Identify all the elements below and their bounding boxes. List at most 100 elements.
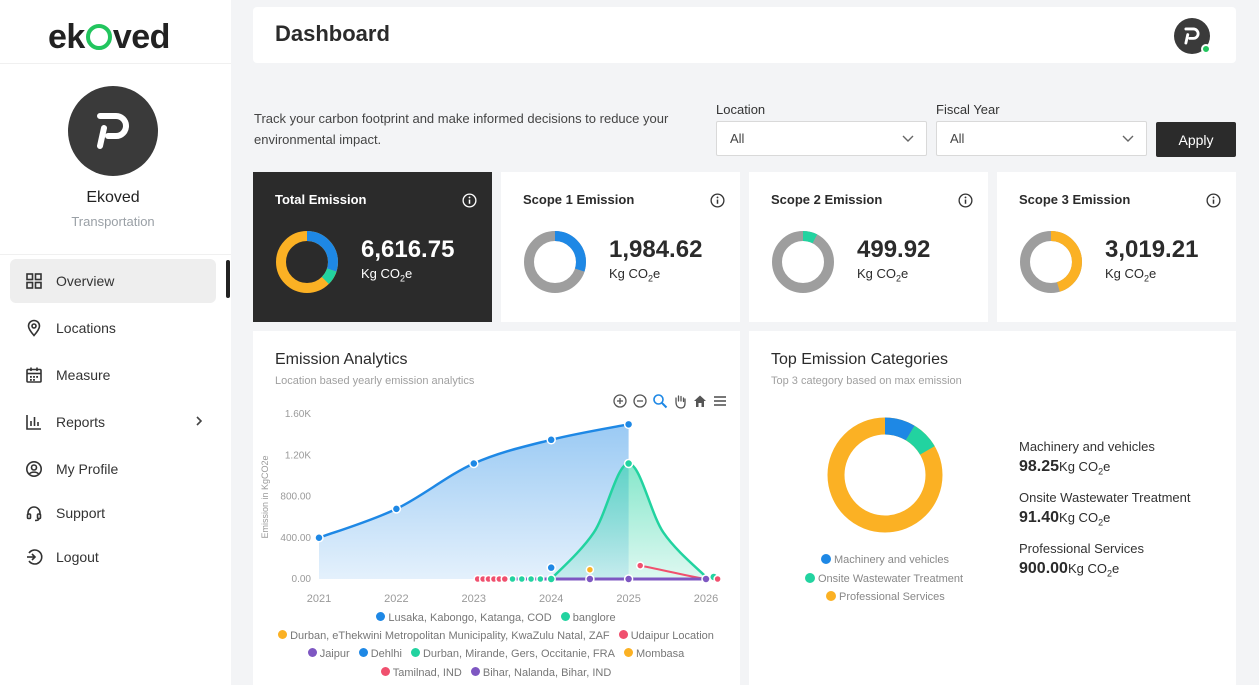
y-tick-label: 0.00 <box>292 574 312 585</box>
kpi-value: 499.92 <box>857 236 931 263</box>
zoom-select-icon[interactable] <box>652 393 668 409</box>
chevron-down-icon <box>902 135 914 142</box>
info-icon[interactable] <box>1206 193 1221 208</box>
info-icon[interactable] <box>462 193 477 208</box>
user-name: Ekoved <box>86 189 140 206</box>
grid-icon <box>26 273 42 289</box>
legend-item[interactable]: Mombasa <box>624 648 684 660</box>
legend-item[interactable]: Lusaka, Kabongo, Katanga, COD <box>376 612 552 624</box>
ekoved-logo[interactable]: ek ved <box>48 18 170 57</box>
data-point-udaipur <box>635 561 645 570</box>
sidebar-item-reports[interactable]: Reports <box>10 400 216 444</box>
data-point-jaipur <box>623 574 634 584</box>
data-point-lusaka <box>391 504 402 514</box>
card-subtitle: Top 3 category based on max emission <box>771 375 962 387</box>
logo-text-right: ved <box>112 18 171 56</box>
headset-icon <box>26 506 42 522</box>
kpi-card-total: Total Emission 6,616.75 Kg CO2e <box>253 172 492 322</box>
x-tick-label: 2022 <box>384 593 408 605</box>
series-area-banglore <box>551 463 706 579</box>
category-legend-item[interactable]: Machinery and vehicles <box>821 554 949 566</box>
logo-text-left: ek <box>48 18 85 56</box>
kpi-card-scope-2: Scope 2 Emission 499.92 Kg CO2e <box>749 172 988 322</box>
y-tick-label: 1.20K <box>285 450 311 461</box>
category-value: 91.40Kg CO2e <box>1019 509 1111 528</box>
sidebar-item-locations[interactable]: Locations <box>10 306 216 350</box>
sidebar-item-measure[interactable]: Measure <box>10 353 216 397</box>
menu-icon[interactable] <box>712 393 728 409</box>
logo-ring-icon <box>85 24 112 50</box>
sidebar-item-overview[interactable]: Overview <box>10 259 216 303</box>
data-point-durban-fra <box>526 574 536 584</box>
data-point-dehlhi <box>546 562 556 573</box>
data-point-durban-zaf <box>585 565 595 574</box>
kpi-title: Scope 3 Emission <box>1019 192 1131 207</box>
apply-button[interactable]: Apply <box>1156 122 1236 157</box>
legend-item[interactable]: Durban, eThekwini Metropolitan Municipal… <box>278 630 610 642</box>
legend-item[interactable]: Tamilnad, IND <box>380 667 462 679</box>
scope-3-donut <box>1020 231 1082 293</box>
zoom-out-icon[interactable] <box>632 393 648 409</box>
legend-item[interactable]: Durban, Mirande, Gers, Occitanie, FRA <box>410 648 615 660</box>
chart-legend-row: Jaipur Dehlhi Durban, Mirande, Gers, Occ… <box>253 648 739 660</box>
card-title: Top Emission Categories <box>771 351 948 368</box>
scope-2-donut <box>772 231 834 293</box>
pan-hand-icon[interactable] <box>672 393 688 409</box>
kpi-title: Scope 1 Emission <box>523 192 635 207</box>
intro-text: Track your carbon footprint and make inf… <box>254 111 669 147</box>
zoom-in-icon[interactable] <box>612 393 628 409</box>
x-tick-label: 2024 <box>539 593 563 605</box>
online-status-dot <box>1201 44 1211 54</box>
legend-item[interactable]: Bihar, Nalanda, Bihar, IND <box>470 667 611 679</box>
kpi-card-scope-3: Scope 3 Emission 3,019.21 Kg CO2e <box>997 172 1236 322</box>
sidebar-item-support[interactable]: Support <box>10 491 216 535</box>
info-icon[interactable] <box>710 193 725 208</box>
kpi-title: Scope 2 Emission <box>771 192 883 207</box>
fiscal-year-select[interactable]: All <box>936 121 1147 156</box>
home-icon[interactable] <box>692 393 708 409</box>
data-point-lusaka <box>623 419 634 430</box>
legend-item[interactable]: banglore <box>560 612 616 624</box>
x-tick-label: 2021 <box>307 593 331 605</box>
data-point-jaipur <box>585 574 595 584</box>
divider <box>0 63 231 64</box>
data-point-durban-fra <box>508 574 517 584</box>
kpi-card-scope-1: Scope 1 Emission 1,984.62 Kg CO2e <box>501 172 740 322</box>
profile-avatar <box>68 86 158 176</box>
legend-item[interactable]: Dehlhi <box>358 648 402 660</box>
header-avatar[interactable] <box>1174 18 1211 54</box>
sidebar-item-logout[interactable]: Logout <box>10 535 216 579</box>
category-label: Machinery and vehicles <box>1019 439 1155 454</box>
location-select[interactable]: All <box>716 121 927 156</box>
sidebar-item-label: My Profile <box>56 461 119 477</box>
p-logo-icon <box>1184 27 1200 45</box>
emission-analytics-card: Emission Analytics Location based yearly… <box>253 331 740 685</box>
sidebar-item-my-profile[interactable]: My Profile <box>10 447 216 491</box>
category-legend-item[interactable]: Onsite Wastewater Treatment <box>805 573 963 585</box>
total-emission-donut <box>276 231 338 293</box>
p-logo-icon <box>97 113 129 149</box>
emission-analytics-chart[interactable]: 0.00 400.00 800.00 1.20K 1.60K Emission in Kg… <box>253 403 740 683</box>
category-value: 900.00Kg CO2e <box>1019 560 1120 579</box>
legend-item[interactable]: Udaipur Location <box>618 630 714 642</box>
category-legend-item[interactable]: Professional Services <box>826 591 945 603</box>
kpi-unit: Kg CO2e <box>361 266 413 284</box>
fiscal-year-select-value: All <box>950 131 965 146</box>
data-point-banglore <box>546 574 556 584</box>
chart-legend-row: Durban, eThekwini Metropolitan Municipal… <box>253 630 739 642</box>
info-icon[interactable] <box>958 193 973 208</box>
chevron-down-icon <box>1122 135 1134 142</box>
kpi-unit: Kg CO2e <box>1105 266 1157 284</box>
x-tick-label: 2023 <box>462 593 486 605</box>
y-tick-label: 800.00 <box>280 492 311 503</box>
kpi-unit: Kg CO2e <box>857 266 909 284</box>
chart-legend-row: Lusaka, Kabongo, Katanga, COD banglore <box>253 612 739 624</box>
data-point-durban-fra <box>517 574 527 584</box>
data-point-udaipur <box>500 574 510 584</box>
kpi-value: 1,984.62 <box>609 236 703 263</box>
page-title: Dashboard <box>275 21 390 46</box>
divider <box>0 254 231 255</box>
slice-machinery[interactable] <box>827 417 943 533</box>
top-categories-donut[interactable] <box>827 417 943 533</box>
legend-item[interactable]: Jaipur <box>307 648 350 660</box>
